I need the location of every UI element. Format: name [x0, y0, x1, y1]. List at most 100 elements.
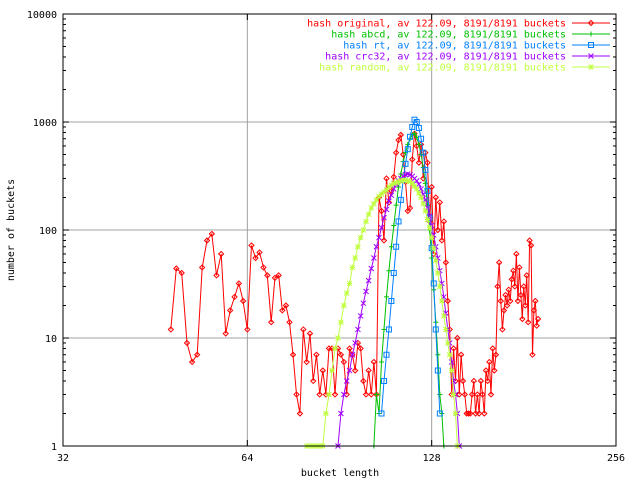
data-point	[489, 345, 496, 352]
data-point	[514, 297, 522, 305]
data-point	[407, 133, 414, 140]
data-point	[457, 351, 465, 358]
data-point	[497, 297, 505, 305]
data-point	[351, 367, 359, 374]
data-point	[349, 264, 356, 271]
data-point	[424, 216, 431, 223]
data-point	[383, 351, 390, 358]
data-point	[337, 351, 345, 358]
data-point	[393, 243, 400, 250]
data-point	[404, 178, 411, 184]
data-point	[533, 322, 540, 329]
data-point	[448, 367, 455, 374]
data-point	[444, 297, 451, 305]
data-point	[500, 307, 508, 314]
data-point	[513, 250, 520, 258]
data-point	[470, 377, 478, 385]
data-point	[340, 391, 347, 398]
data-point	[293, 391, 300, 398]
data-point	[486, 358, 493, 366]
data-point	[418, 194, 424, 201]
data-point	[487, 391, 495, 398]
y-tick-label: 10000	[27, 10, 57, 21]
data-point	[331, 391, 339, 398]
legend-marker	[588, 31, 594, 37]
x-tick-label: 128	[423, 453, 441, 464]
data-point	[429, 255, 435, 261]
data-point	[363, 288, 369, 295]
data-point	[383, 294, 389, 300]
data-point	[402, 160, 409, 167]
data-point	[524, 319, 532, 326]
data-point	[167, 326, 175, 333]
data-point	[479, 391, 486, 398]
data-point	[385, 199, 393, 206]
data-point	[279, 307, 286, 314]
data-point	[208, 230, 216, 238]
data-point	[428, 234, 435, 241]
data-point	[517, 291, 525, 299]
data-point	[461, 391, 469, 398]
data-point	[368, 391, 375, 398]
data-point	[338, 410, 344, 417]
data-point	[388, 244, 394, 250]
data-point	[381, 214, 387, 221]
data-point	[439, 298, 445, 304]
data-point	[256, 249, 263, 256]
data-point	[391, 223, 397, 229]
data-point	[415, 124, 422, 131]
data-point	[173, 265, 180, 272]
data-point	[357, 234, 364, 241]
data-point	[430, 245, 437, 251]
data-point	[416, 190, 422, 196]
data-point	[235, 280, 243, 287]
data-point	[492, 351, 500, 358]
data-point	[231, 293, 238, 301]
series-layer	[167, 116, 542, 449]
data-point	[436, 410, 443, 417]
data-point	[450, 391, 457, 398]
data-point	[178, 269, 185, 277]
data-point	[379, 359, 385, 365]
data-point	[435, 352, 441, 358]
data-point	[534, 315, 542, 323]
data-point	[310, 377, 317, 385]
data-point	[413, 186, 420, 192]
data-point	[426, 224, 433, 231]
data-point	[390, 269, 397, 276]
data-point	[442, 259, 450, 266]
data-point	[502, 291, 509, 299]
data-point	[413, 142, 420, 150]
data-point	[376, 234, 382, 241]
data-point	[430, 280, 437, 287]
data-point	[437, 391, 443, 397]
data-point	[396, 184, 402, 190]
data-point	[434, 367, 441, 374]
data-point	[467, 410, 474, 417]
data-point	[406, 204, 414, 212]
data-point	[436, 283, 443, 290]
data-point	[402, 177, 409, 183]
data-point	[438, 237, 446, 244]
data-point	[365, 277, 372, 284]
data-point	[264, 272, 271, 279]
data-point	[516, 264, 523, 271]
data-point	[494, 283, 501, 290]
data-point	[432, 326, 439, 333]
x-tick-label: 32	[57, 453, 69, 464]
data-point	[323, 410, 329, 417]
data-point	[360, 300, 367, 307]
data-point	[432, 257, 439, 264]
data-point	[432, 194, 439, 201]
legend-label: hash rt, av 122.09, 8191/8191 buckets	[343, 41, 566, 52]
data-point	[326, 391, 332, 398]
data-point	[409, 156, 416, 163]
data-point	[368, 265, 375, 272]
data-point	[267, 319, 275, 326]
data-point	[520, 283, 528, 290]
data-point	[303, 358, 310, 366]
y-tick-label: 10	[45, 334, 57, 345]
data-point	[373, 197, 380, 203]
data-point	[244, 326, 251, 333]
data-point	[239, 297, 247, 305]
